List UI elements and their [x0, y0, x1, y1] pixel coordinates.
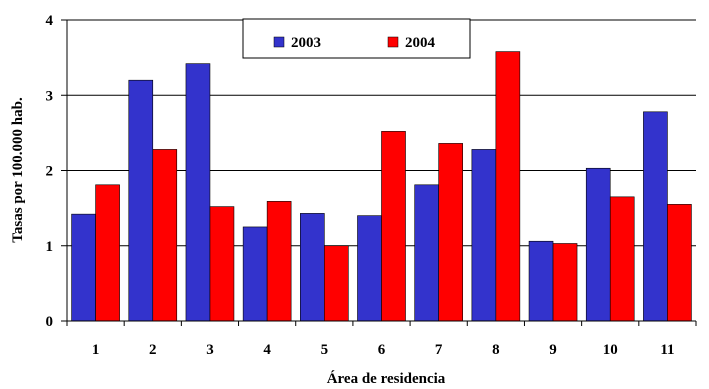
- bar-2004-area-5: [324, 245, 349, 322]
- legend-label-2003: 2003: [291, 35, 321, 51]
- legend-label-2004: 2004: [405, 35, 436, 51]
- bar-2003-area-7: [414, 184, 439, 322]
- bars: [71, 51, 692, 322]
- bar-2004-area-7: [438, 143, 463, 322]
- bar-2004-area-1: [95, 184, 120, 322]
- y-tick-label: 4: [46, 13, 54, 29]
- y-tick-label: 0: [46, 314, 54, 330]
- y-axis-title: Tasas por 100.000 hab.: [10, 97, 26, 243]
- bar-2003-area-3: [185, 63, 211, 322]
- bar-2003-area-6: [357, 215, 382, 322]
- bar-2004-area-9: [552, 243, 578, 322]
- x-tick-label: 6: [378, 342, 386, 358]
- x-tick-label: 11: [660, 342, 674, 358]
- x-tick-label: 9: [549, 342, 557, 358]
- x-tick-label: 5: [321, 342, 329, 358]
- bar-2003-area-8: [471, 149, 497, 322]
- x-tick-label: 10: [603, 342, 618, 358]
- x-tick-label: 2: [149, 342, 157, 358]
- bar-2003-area-4: [242, 226, 268, 322]
- bar-2004-area-2: [152, 149, 178, 322]
- y-tick-label: 3: [46, 88, 54, 104]
- legend-swatch-2003: [273, 36, 285, 48]
- legend: 2003 2004: [242, 18, 471, 59]
- x-tick-label: 4: [263, 342, 271, 358]
- x-tick-label: 3: [206, 342, 214, 358]
- bar-2003-area-2: [128, 79, 154, 322]
- y-tick-labels: 0 1 2 3 4: [46, 13, 54, 330]
- bar-2003-area-10: [585, 167, 611, 322]
- bar-2003-area-11: [643, 111, 668, 322]
- bar-2003-area-1: [71, 213, 96, 322]
- y-tick-label: 2: [46, 164, 54, 180]
- bar-2004-area-4: [266, 201, 292, 322]
- x-tick-label: 8: [492, 342, 500, 358]
- bar-2004-area-10: [609, 196, 635, 322]
- x-tick-label: 1: [92, 342, 100, 358]
- bar-2003-area-9: [528, 240, 554, 322]
- bar-2004-area-3: [209, 206, 235, 322]
- bar-2004-area-11: [667, 204, 692, 322]
- bar-2003-area-5: [300, 213, 325, 322]
- y-tick-label: 1: [46, 239, 54, 255]
- bar-2004-area-6: [381, 131, 406, 322]
- axes: [61, 19, 697, 326]
- x-tick-labels: 1 2 3 4 5 6 7 8 9 10 11: [92, 342, 675, 358]
- x-axis-title: Área de residencia: [327, 370, 446, 387]
- bar-2004-area-8: [495, 51, 521, 322]
- x-tick-label: 7: [435, 342, 443, 358]
- legend-swatch-2004: [387, 36, 399, 48]
